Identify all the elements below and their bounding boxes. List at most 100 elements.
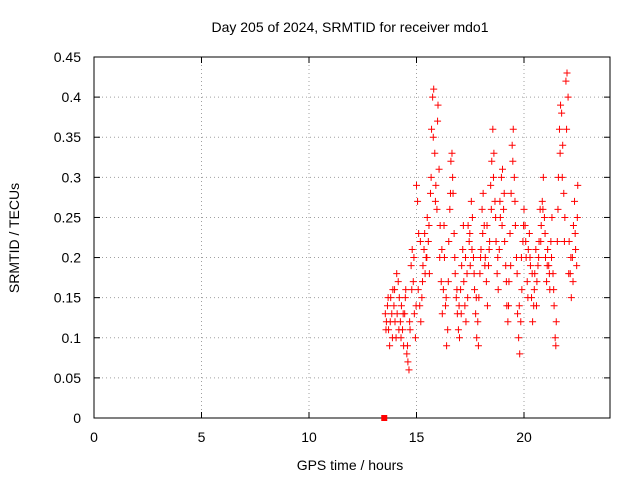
data-point: [427, 173, 435, 181]
data-point: [402, 286, 410, 294]
data-point: [554, 205, 562, 213]
data-point: [469, 254, 477, 262]
data-point: [486, 238, 494, 246]
data-point: [412, 302, 420, 310]
data-point: [386, 342, 394, 350]
data-point: [544, 246, 552, 254]
y-tick-label: 0: [73, 410, 81, 426]
data-point: [442, 302, 450, 310]
data-point: [500, 189, 508, 197]
data-point: [524, 294, 532, 302]
data-point: [515, 334, 523, 342]
data-point: [477, 246, 485, 254]
data-point: [540, 213, 548, 221]
data-point: [553, 238, 561, 246]
data-point: [539, 205, 547, 213]
data-point: [477, 254, 485, 262]
data-point: [551, 334, 559, 342]
data-point: [497, 173, 505, 181]
y-tick-label: 0.1: [62, 330, 82, 346]
data-point: [470, 270, 478, 278]
data-point: [418, 294, 426, 302]
data-point: [526, 254, 534, 262]
data-point: [517, 318, 525, 326]
data-point: [488, 157, 496, 165]
data-point: [414, 286, 422, 294]
x-tick-label: 0: [90, 429, 98, 445]
data-point: [493, 270, 501, 278]
data-point: [487, 181, 495, 189]
plot-frame: [93, 56, 611, 419]
data-point: [523, 278, 531, 286]
data-point: [516, 350, 524, 358]
data-point: [489, 173, 497, 181]
data-point: [403, 350, 411, 358]
data-point: [446, 189, 454, 197]
data-point: [429, 93, 437, 101]
data-point: [562, 77, 570, 85]
data-point: [434, 101, 442, 109]
data-point: [499, 165, 506, 173]
data-point: [454, 326, 462, 334]
data-point: [447, 157, 455, 165]
y-tick-label: 0.25: [54, 209, 81, 225]
data-point: [522, 238, 530, 246]
data-point: [534, 262, 542, 270]
data-point: [431, 197, 439, 205]
data-point: [509, 125, 517, 133]
data-point: [550, 302, 558, 310]
data-point: [552, 318, 560, 326]
data-point: [565, 270, 573, 278]
data-point: [435, 165, 443, 173]
data-point: [545, 270, 553, 278]
data-point: [515, 302, 523, 310]
data-point: [495, 246, 503, 254]
data-point: [573, 213, 581, 221]
data-point: [438, 310, 446, 318]
data-point: [458, 262, 466, 270]
data-point: [526, 262, 534, 270]
x-tick-label: 15: [409, 429, 425, 445]
data-point: [501, 238, 509, 246]
data-point: [388, 334, 396, 342]
data-point: [564, 93, 572, 101]
data-point: [430, 85, 438, 93]
data-point: [537, 221, 545, 229]
data-point: [530, 286, 538, 294]
data-point: [569, 221, 577, 229]
data-point: [393, 310, 401, 318]
data-point: [567, 254, 575, 262]
data-point: [492, 213, 500, 221]
data-point: [464, 294, 472, 302]
data-point: [479, 229, 487, 237]
data-point: [571, 229, 579, 237]
axis-ticks: 0 5 10 15 20 0 0.05 0.1 0.15 0.2 0.25 0.3 0.35 0.4 0.4…: [54, 49, 610, 445]
data-point: [453, 286, 461, 294]
data-point: [572, 246, 580, 254]
data-point: [437, 278, 445, 286]
data-point: [433, 205, 441, 213]
data-point: [465, 238, 473, 246]
data-point: [456, 334, 463, 342]
data-point: [489, 125, 497, 133]
data-point: [528, 270, 536, 278]
data-point: [525, 229, 533, 237]
data-point: [417, 318, 425, 326]
data-point: [539, 173, 547, 181]
data-point: [393, 270, 401, 278]
data-point: [517, 254, 525, 262]
data-point: [409, 278, 417, 286]
data-point: [455, 302, 463, 310]
data-point: [533, 278, 541, 286]
data-point: [513, 270, 521, 278]
data-point: [405, 366, 413, 374]
data-point: [509, 157, 517, 165]
data-point: [450, 229, 458, 237]
data-point: [548, 213, 556, 221]
data-point: [423, 254, 431, 262]
data-point: [494, 286, 502, 294]
x-tick-label: 5: [198, 429, 206, 445]
data-point: [457, 310, 465, 318]
data-point: [419, 278, 427, 286]
data-point: [547, 238, 555, 246]
